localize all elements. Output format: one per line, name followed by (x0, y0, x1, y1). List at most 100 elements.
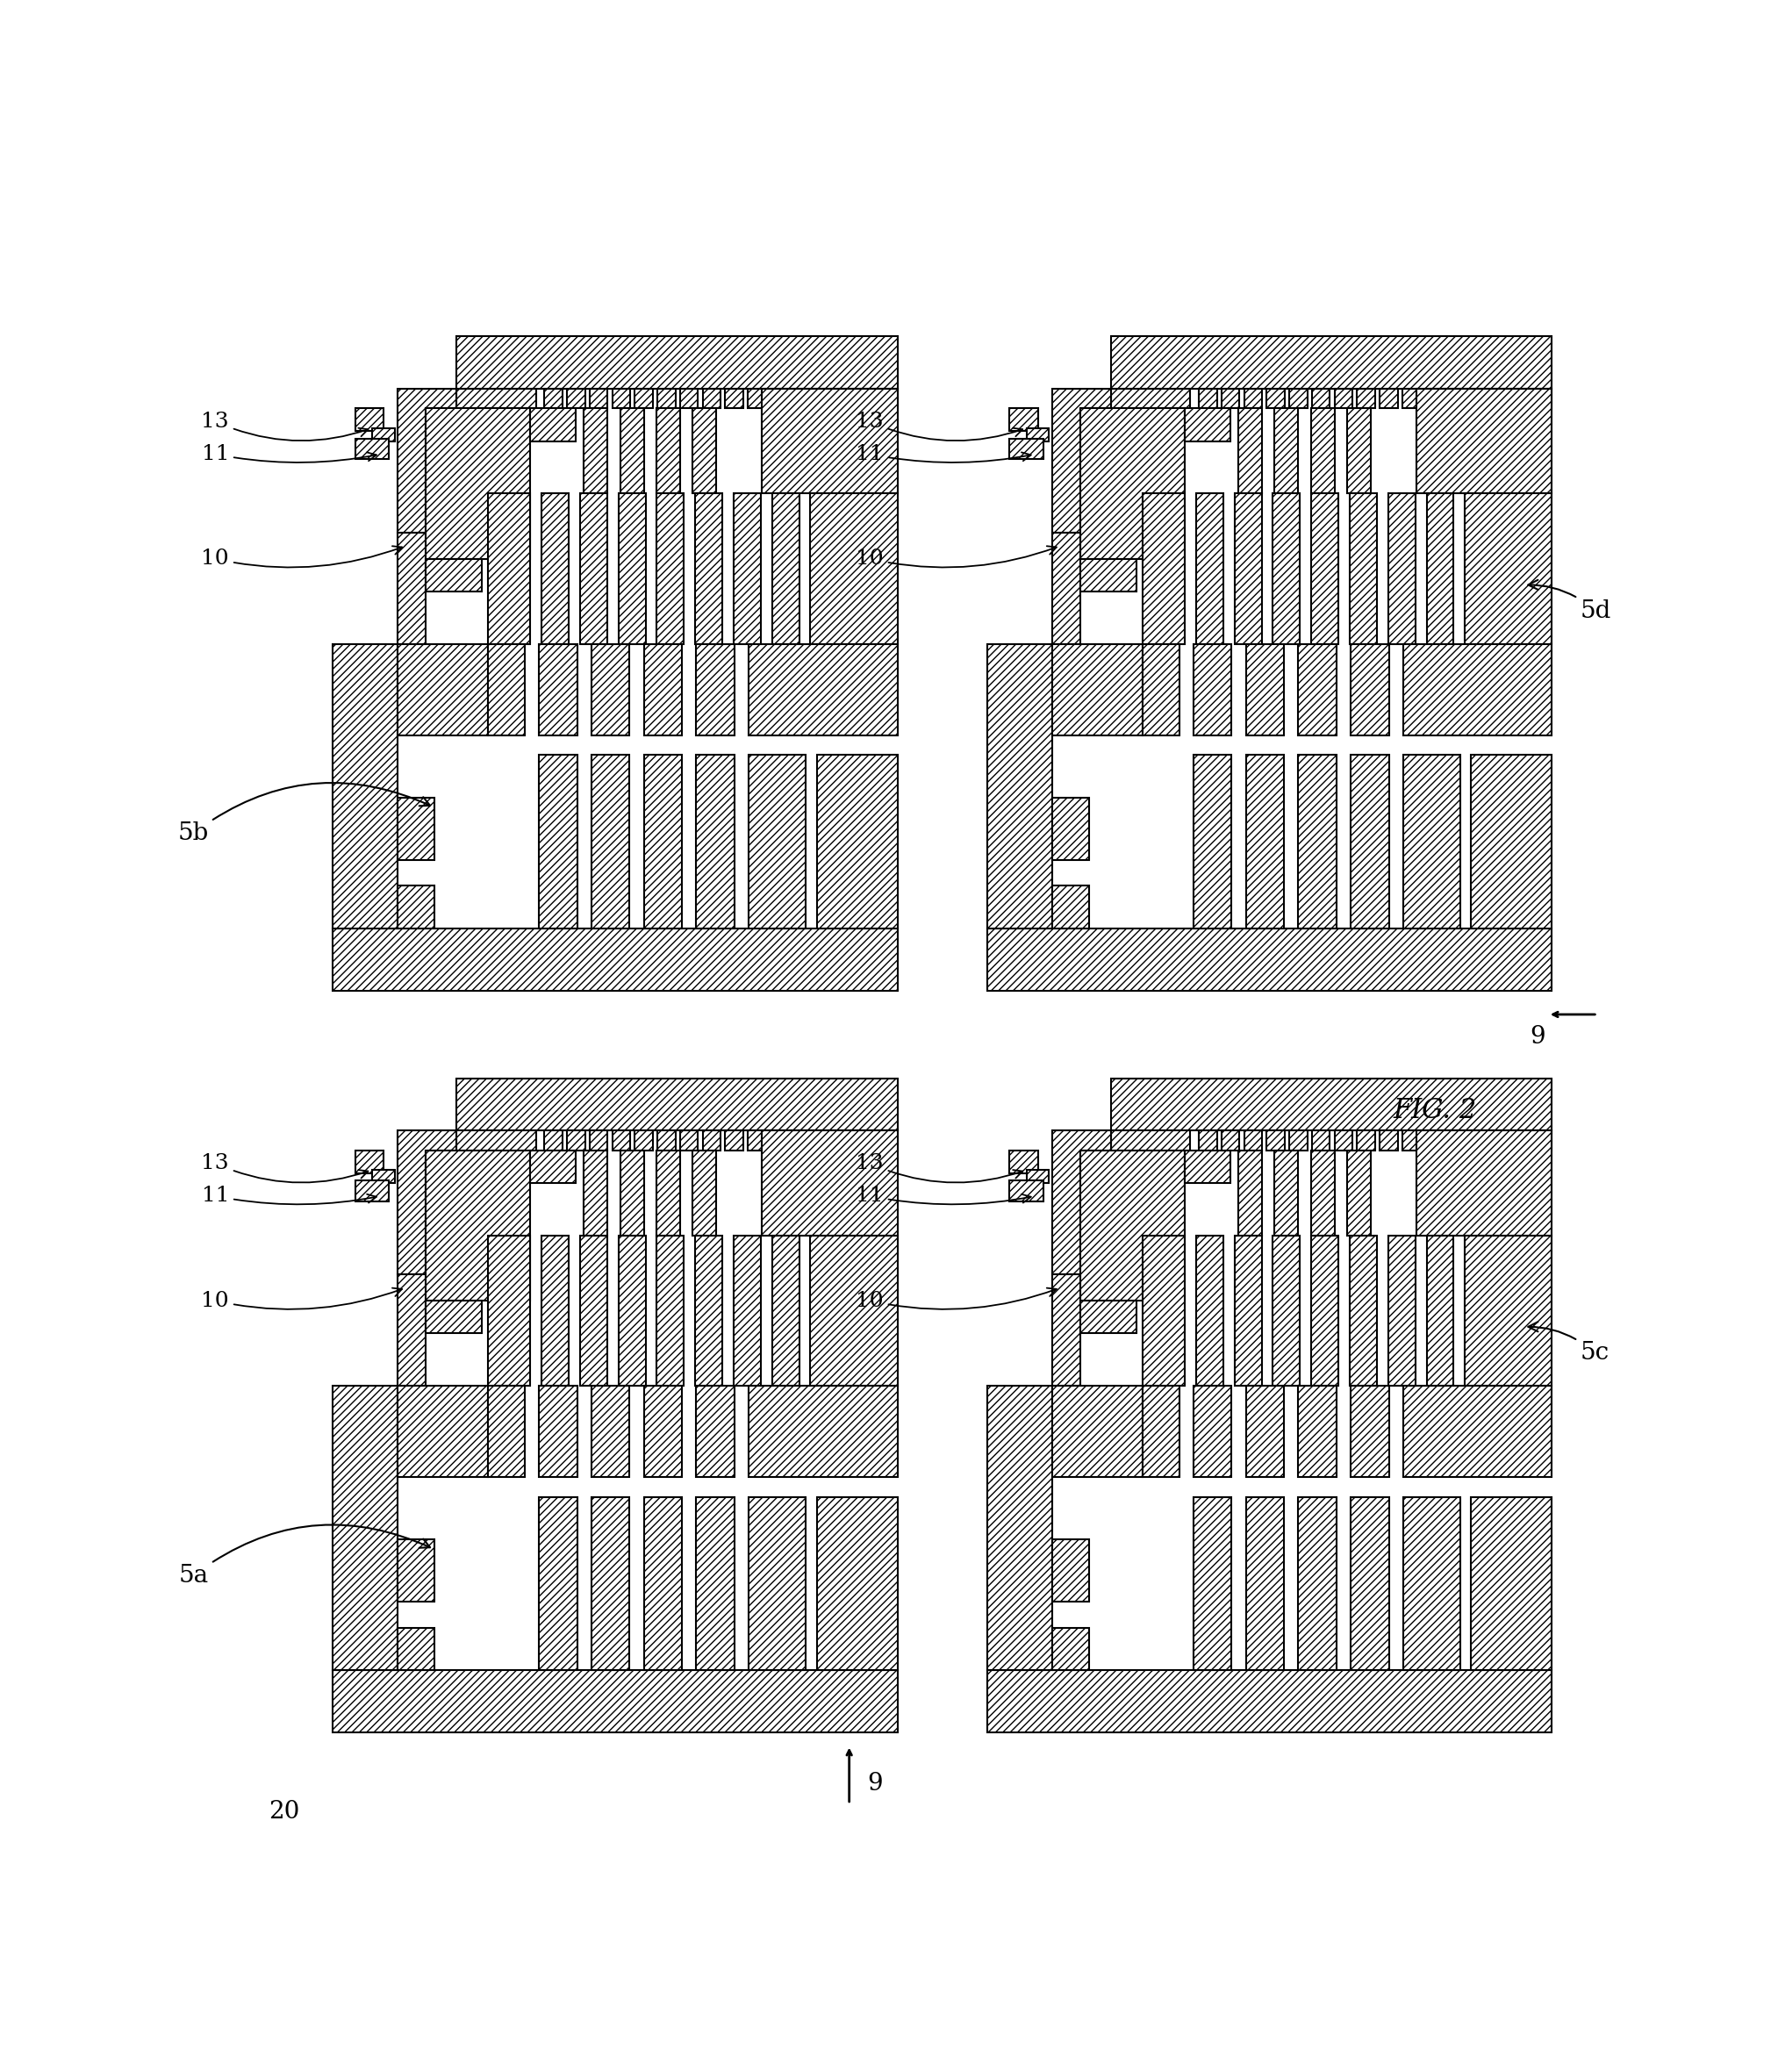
Bar (1273, 1235, 1300, 1386)
Text: 13: 13 (855, 412, 1022, 441)
Bar (1470, 754, 1552, 928)
Bar (734, 493, 761, 644)
Bar (1310, 1150, 1335, 1235)
Bar (1357, 1131, 1374, 1150)
Bar (734, 1235, 761, 1386)
Bar (1380, 1131, 1398, 1150)
Bar (567, 1131, 585, 1150)
Bar (1193, 754, 1232, 928)
Bar (539, 754, 578, 928)
Bar (656, 493, 685, 644)
Bar (1081, 1301, 1136, 1334)
Text: 11: 11 (855, 443, 1031, 464)
Bar (749, 390, 766, 408)
Bar (1081, 1150, 1184, 1301)
Bar (695, 1235, 722, 1386)
Bar (1417, 1131, 1552, 1235)
Bar (1221, 390, 1239, 408)
Bar (679, 1131, 699, 1150)
Bar (619, 1235, 645, 1386)
Bar (487, 644, 525, 736)
Bar (1053, 1274, 1081, 1386)
Bar (612, 1131, 629, 1150)
Bar (1081, 408, 1184, 559)
Bar (398, 1629, 434, 1670)
Bar (644, 1386, 683, 1477)
Bar (1351, 754, 1389, 928)
Bar (1417, 390, 1552, 493)
Bar (1193, 1496, 1232, 1670)
Bar (1234, 493, 1262, 644)
Bar (332, 1386, 398, 1670)
Bar (487, 1386, 525, 1477)
Bar (1266, 390, 1285, 408)
Bar (542, 1235, 569, 1386)
Bar (1335, 1131, 1353, 1150)
Bar (770, 1131, 898, 1150)
Text: 13: 13 (201, 412, 368, 441)
Bar (612, 390, 629, 408)
Bar (621, 1150, 644, 1235)
Bar (398, 887, 434, 928)
Bar (580, 493, 606, 644)
Bar (635, 1131, 653, 1150)
Polygon shape (398, 1131, 457, 1274)
Text: 5b: 5b (178, 783, 430, 845)
Bar (1312, 493, 1339, 644)
Bar (398, 798, 434, 860)
Bar (1026, 429, 1049, 441)
Bar (1010, 1181, 1044, 1202)
Bar (356, 1150, 384, 1173)
Bar (1143, 1386, 1179, 1477)
Text: 11: 11 (855, 1185, 1031, 1206)
Text: 9: 9 (868, 1772, 882, 1794)
Bar (539, 644, 578, 736)
Bar (1403, 390, 1421, 408)
Bar (658, 390, 676, 408)
Bar (692, 1150, 717, 1235)
Bar (679, 390, 699, 408)
Bar (1010, 408, 1038, 431)
Bar (1026, 1171, 1049, 1183)
Bar (457, 390, 535, 408)
Bar (457, 1131, 535, 1150)
Bar (580, 1235, 606, 1386)
Bar (1298, 644, 1337, 736)
Bar (592, 1496, 629, 1670)
Bar (658, 1131, 676, 1150)
Bar (457, 336, 898, 390)
Bar (542, 493, 569, 644)
Bar (1143, 644, 1179, 736)
Bar (1010, 1150, 1038, 1173)
Text: 10: 10 (855, 547, 1056, 570)
Bar (987, 644, 1053, 928)
Polygon shape (398, 390, 457, 533)
Text: FIG. 2: FIG. 2 (1392, 1096, 1478, 1123)
Text: 11: 11 (201, 1185, 377, 1206)
Bar (772, 1235, 798, 1386)
Bar (425, 1301, 482, 1334)
Bar (1312, 390, 1330, 408)
Bar (1184, 1150, 1230, 1183)
Bar (656, 408, 679, 493)
Bar (1053, 887, 1088, 928)
Bar (332, 644, 398, 928)
Bar (1465, 1235, 1552, 1386)
Bar (1348, 408, 1371, 493)
Bar (749, 1496, 805, 1670)
Bar (1266, 1131, 1285, 1150)
Bar (1470, 1496, 1552, 1670)
Bar (1081, 559, 1136, 591)
Bar (1221, 1131, 1239, 1150)
Bar (583, 408, 608, 493)
Bar (1143, 493, 1184, 644)
Bar (644, 1496, 683, 1670)
Text: 20: 20 (268, 1801, 300, 1823)
Text: 9: 9 (1529, 1026, 1545, 1048)
Bar (1184, 408, 1230, 441)
Bar (425, 559, 482, 591)
Bar (1198, 1131, 1216, 1150)
Bar (1380, 390, 1398, 408)
Bar (695, 493, 722, 644)
Bar (398, 533, 425, 644)
